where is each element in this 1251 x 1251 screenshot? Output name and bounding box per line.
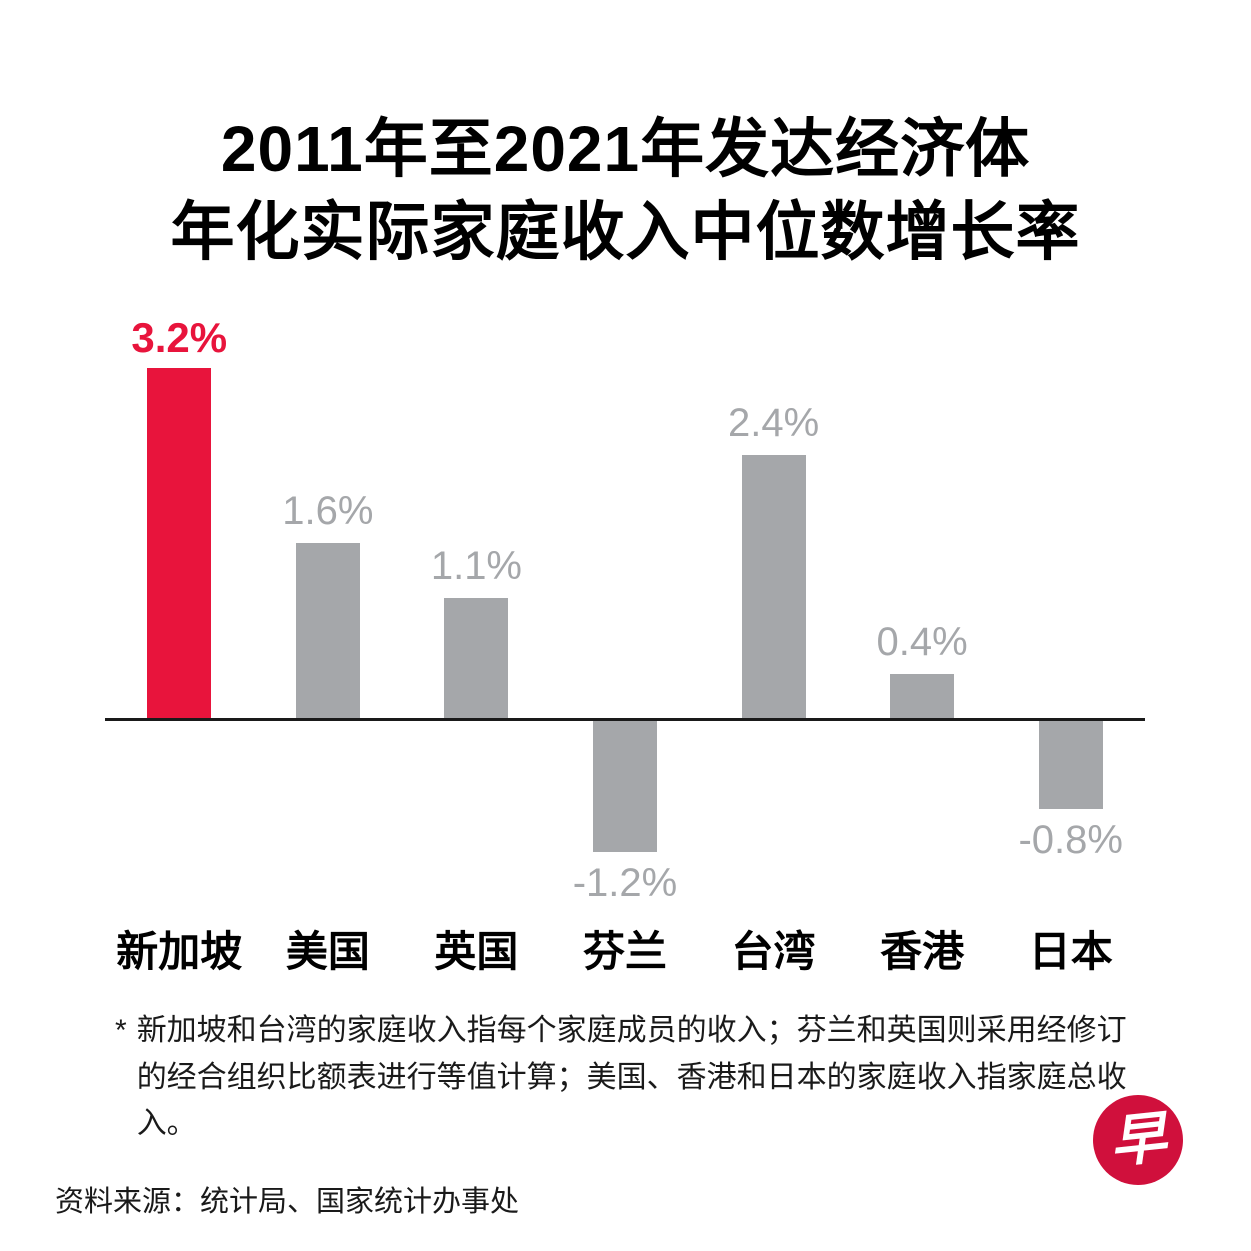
footnote-text: 新加坡和台湾的家庭收入指每个家庭成员的收入；芬兰和英国则采用经修订的经合组织比额… (136, 1014, 1127, 1140)
bar-6 (1038, 721, 1103, 809)
chart-area: 3.2% 新加坡 1.6% 美国 1.1% 英国 -1.2% 芬兰 2.4% 台湾 0.4% 香港 -0… (105, 300, 1145, 975)
bar-value-label-3: -1.2% (572, 861, 678, 906)
bar-group-2: 1.1% 英国 (402, 300, 551, 975)
bar-3 (592, 721, 657, 853)
bar-group-5: 0.4% 香港 (848, 300, 997, 975)
category-label-2: 英国 (434, 928, 519, 975)
bar-group-4: 2.4% 台湾 (699, 300, 848, 975)
bar-4 (741, 455, 806, 718)
chart-title: 2011年至2021年发达经济体 年化实际家庭收入中位数增长率 (0, 108, 1251, 274)
bar-group-0: 3.2% 新加坡 (105, 300, 254, 975)
bar-value-label-1: 1.6% (282, 488, 374, 533)
bar-value-label-5: 0.4% (876, 620, 968, 665)
bar-value-label-2: 1.1% (430, 543, 522, 588)
bar-group-1: 1.6% 美国 (254, 300, 403, 975)
category-label-0: 新加坡 (116, 928, 243, 975)
category-label-3: 芬兰 (582, 928, 667, 975)
bar-value-label-4: 2.4% (727, 401, 820, 446)
footnote: * 新加坡和台湾的家庭收入指每个家庭成员的收入；芬兰和英国则采用经修订的经合组织… (115, 1008, 1130, 1148)
bar-value-label-0: 3.2% (131, 313, 228, 361)
category-label-6: 日本 (1028, 928, 1113, 975)
x-axis-line (105, 718, 1145, 721)
bar-5 (890, 674, 955, 718)
bar-group-3: -1.2% 芬兰 (551, 300, 700, 975)
bar-1 (295, 542, 360, 718)
zaobao-logo-glyph: 早 (1106, 1104, 1170, 1176)
category-label-4: 台湾 (731, 928, 816, 975)
chart-title-line1: 2011年至2021年发达经济体 (220, 113, 1031, 185)
chart-title-line2: 年化实际家庭收入中位数增长率 (170, 196, 1081, 269)
bar-2 (444, 597, 509, 718)
source-credit: 资料来源：统计局、国家统计办事处 (55, 1186, 520, 1218)
bar-value-label-6: -0.8% (1018, 817, 1123, 862)
category-label-1: 美国 (285, 928, 370, 975)
zaobao-logo: 早 (1093, 1095, 1183, 1185)
category-label-5: 香港 (880, 928, 965, 975)
footnote-marker: * (115, 1014, 127, 1047)
bar-group-6: -0.8% 日本 (996, 300, 1145, 975)
bar-0 (147, 367, 212, 718)
